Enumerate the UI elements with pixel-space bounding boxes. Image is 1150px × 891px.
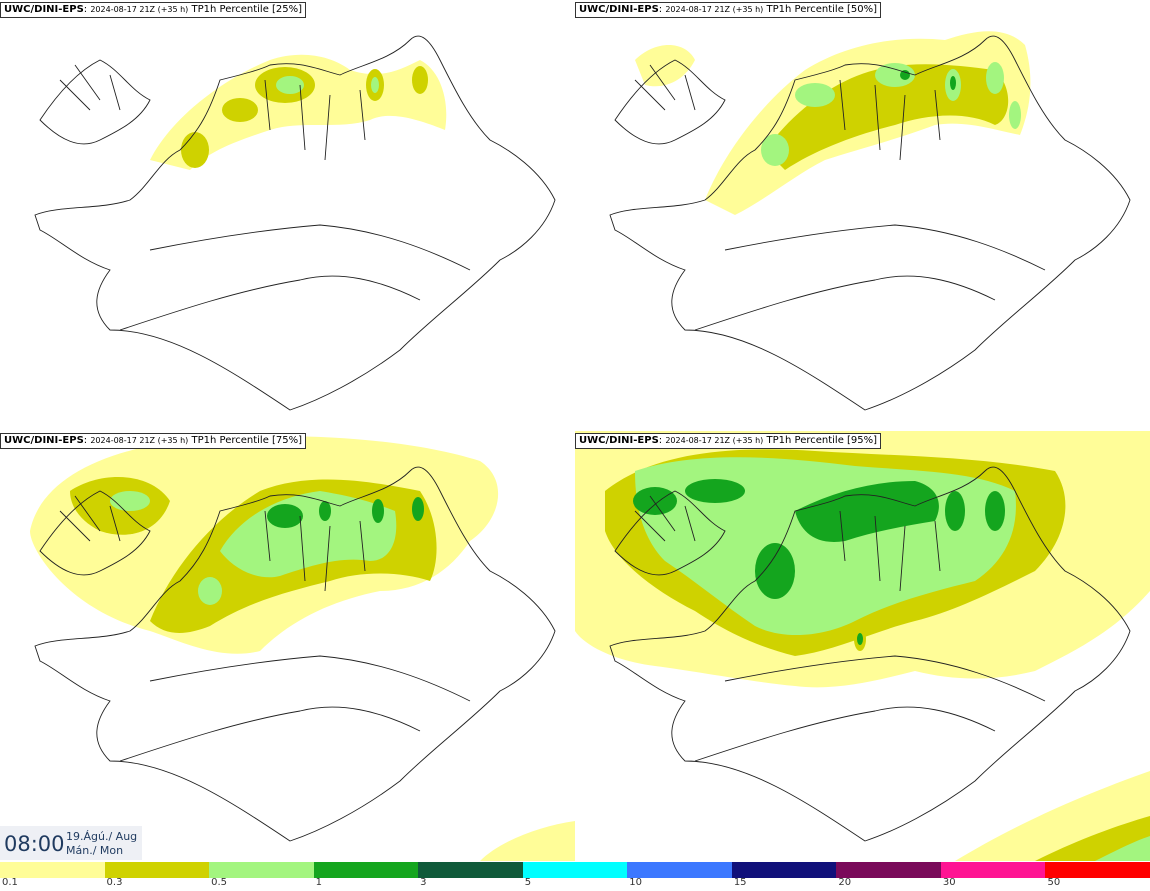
run-info: 2024-08-17 21Z (+35 h) [90, 5, 189, 14]
run-info: 2024-08-17 21Z (+35 h) [665, 436, 764, 445]
iceland-map-p25 [34, 35, 556, 411]
valid-date-line1: 19.Ágú./ Aug [66, 830, 138, 843]
legend-label: 1 [315, 877, 322, 888]
iceland-map-p50 [609, 31, 1131, 411]
legend-swatch [1045, 862, 1150, 878]
legend-label: 3 [420, 877, 427, 888]
iceland-outline-p50 [609, 35, 1131, 411]
map-panel-p95: UWC/DINI-EPS: 2024-08-17 21Z (+35 h) TP1… [575, 431, 1150, 861]
precip-field-p75 [30, 436, 499, 654]
map-panel-p50: UWC/DINI-EPS: 2024-08-17 21Z (+35 h) TP1… [575, 0, 1150, 430]
precip-field-p95 [575, 431, 1150, 861]
legend-swatch [104, 862, 210, 878]
precip-corner-p75 [480, 821, 575, 861]
legend-label: 10 [629, 877, 642, 888]
iceland-outline-p95 [609, 466, 1131, 842]
panel-title-p25: UWC/DINI-EPS: 2024-08-17 21Z (+35 h) TP1… [0, 2, 307, 18]
model-name: UWC/DINI-EPS [4, 435, 84, 446]
legend-swatch [940, 862, 1046, 878]
color-legend-labels: 0.1 0.3 0.5 1 3 5 10 15 20 30 50 [0, 877, 1150, 891]
legend-swatch [313, 862, 419, 878]
precip-field-p25 [150, 54, 447, 170]
legend-swatch [418, 862, 523, 878]
product-name: TP1h Percentile [95%] [766, 435, 878, 446]
legend-swatch [836, 862, 941, 878]
model-name: UWC/DINI-EPS [579, 435, 659, 446]
valid-time-box: 08:00 19.Ágú./ Aug Mán./ Mon [0, 826, 142, 860]
legend-swatch [627, 862, 732, 878]
precip-field-p50 [635, 31, 1031, 215]
color-legend [0, 862, 1150, 878]
iceland-outline-p75 [34, 466, 556, 842]
valid-time: 08:00 [4, 832, 65, 856]
panel-title-p95: UWC/DINI-EPS: 2024-08-17 21Z (+35 h) TP1… [575, 433, 882, 449]
legend-label: 0.1 [2, 877, 18, 888]
legend-swatch [0, 862, 105, 878]
legend-swatch [209, 862, 314, 878]
legend-swatch [522, 862, 628, 878]
run-info: 2024-08-17 21Z (+35 h) [665, 5, 764, 14]
iceland-map-p75 [30, 436, 575, 861]
legend-swatch [731, 862, 837, 878]
legend-label: 0.5 [211, 877, 227, 888]
panel-title-p50: UWC/DINI-EPS: 2024-08-17 21Z (+35 h) TP1… [575, 2, 882, 18]
valid-date: 19.Ágú./ Aug Mán./ Mon [66, 830, 137, 858]
product-name: TP1h Percentile [50%] [766, 4, 878, 15]
legend-label: 15 [733, 877, 747, 888]
legend-label: 5 [524, 877, 532, 888]
iceland-map-p95 [575, 431, 1150, 861]
valid-date-line2: Mán./ Mon [66, 844, 124, 857]
legend-label: 50 [1047, 877, 1061, 888]
model-name: UWC/DINI-EPS [579, 4, 659, 15]
run-info: 2024-08-17 21Z (+35 h) [90, 436, 189, 445]
product-name: TP1h Percentile [75%] [191, 435, 303, 446]
panel-title-p75: UWC/DINI-EPS: 2024-08-17 21Z (+35 h) TP1… [0, 433, 307, 449]
iceland-outline-p25 [34, 35, 556, 411]
map-panel-p75: UWC/DINI-EPS: 2024-08-17 21Z (+35 h) TP1… [0, 431, 575, 861]
map-panel-p25: UWC/DINI-EPS: 2024-08-17 21Z (+35 h) TP1… [0, 0, 575, 430]
legend-label: 20 [838, 877, 852, 888]
legend-label: 0.3 [106, 877, 123, 888]
product-name: TP1h Percentile [25%] [191, 4, 303, 15]
legend-label: 30 [942, 877, 956, 888]
model-name: UWC/DINI-EPS [4, 4, 84, 15]
